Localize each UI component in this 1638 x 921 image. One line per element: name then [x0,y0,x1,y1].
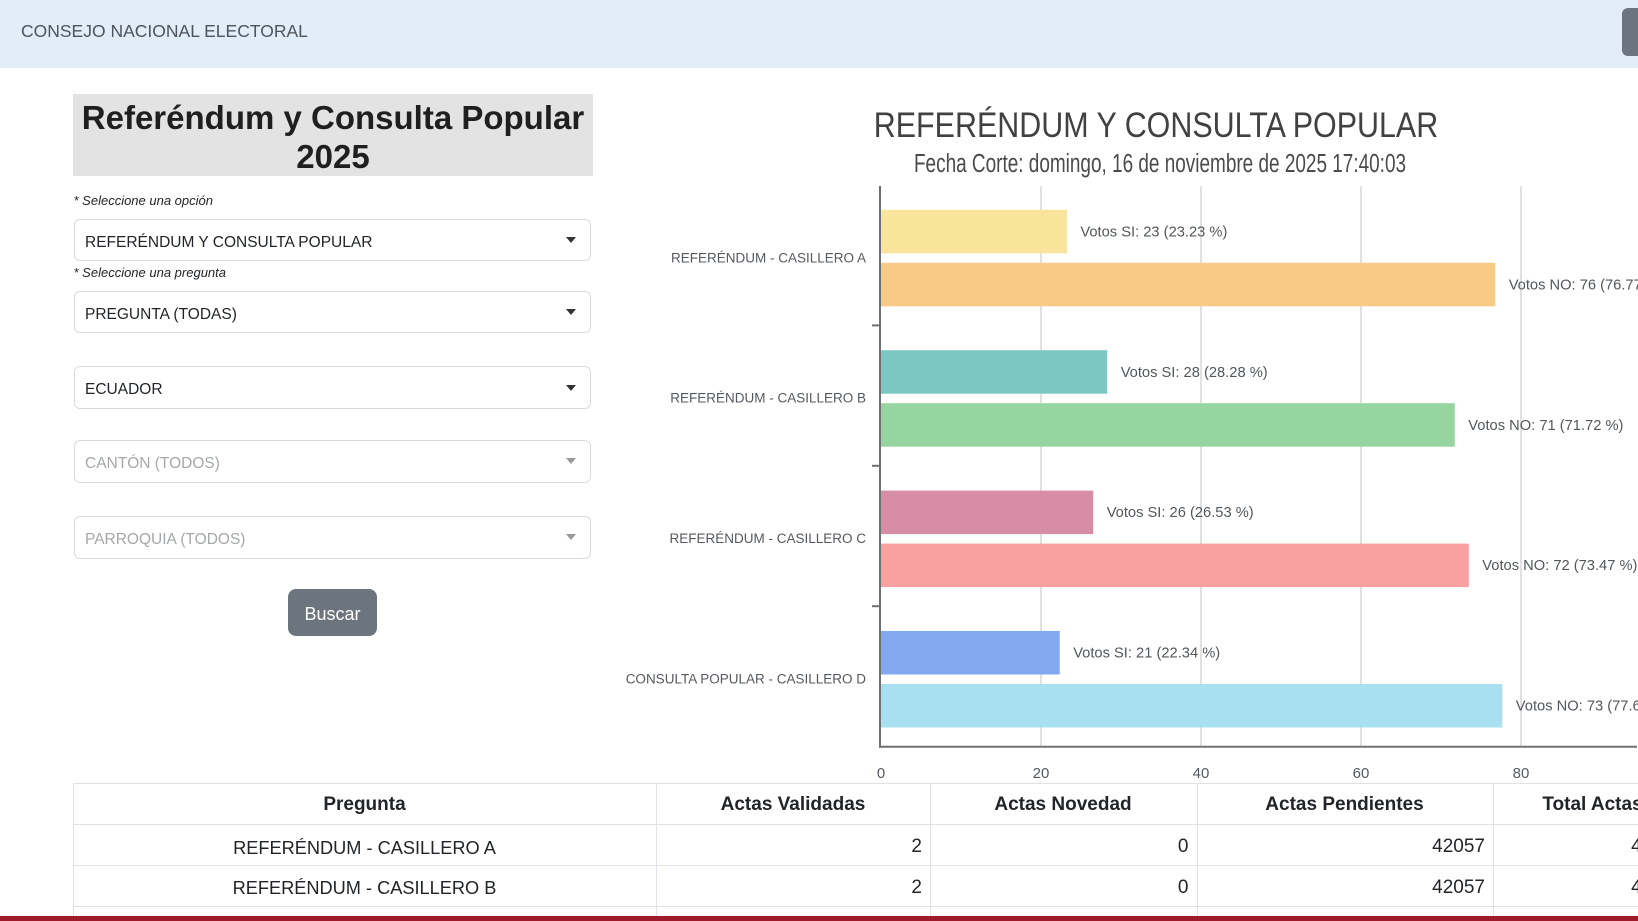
svg-text:Votos SI: 26 (26.53 %): Votos SI: 26 (26.53 %) [1107,505,1254,521]
svg-text:Votos NO: 76 (76.77 %): Votos NO: 76 (76.77 %) [1509,277,1638,293]
svg-text:CONSULTA POPULAR - CASILLERO D: CONSULTA POPULAR - CASILLERO D [626,672,867,687]
svg-text:Votos NO: 73 (77.66 %): Votos NO: 73 (77.66 %) [1516,699,1638,715]
svg-text:Votos SI: 21 (22.34 %): Votos SI: 21 (22.34 %) [1073,646,1220,662]
svg-text:40: 40 [1193,765,1210,782]
svg-text:REFERÉNDUM - CASILLERO B: REFERÉNDUM - CASILLERO B [670,391,866,406]
svg-text:REFERÉNDUM - CASILLERO C: REFERÉNDUM - CASILLERO C [669,531,866,546]
svg-text:REFERÉNDUM - CASILLERO A: REFERÉNDUM - CASILLERO A [671,250,866,265]
svg-text:Votos SI: 28 (28.28 %): Votos SI: 28 (28.28 %) [1121,365,1268,381]
svg-text:REFERÉNDUM Y CONSULTA POPULAR: REFERÉNDUM Y CONSULTA POPULAR [874,105,1438,144]
svg-text:Fecha Corte: domingo, 16 de no: Fecha Corte: domingo, 16 de noviembre de… [914,148,1406,178]
svg-text:0: 0 [877,765,885,782]
svg-text:20: 20 [1033,765,1050,782]
svg-text:Votos NO: 72 (73.47 %): Votos NO: 72 (73.47 %) [1482,558,1637,574]
svg-text:Votos NO: 71 (71.72 %): Votos NO: 71 (71.72 %) [1468,418,1623,434]
svg-text:Votos SI: 23 (23.23 %): Votos SI: 23 (23.23 %) [1080,224,1227,240]
svg-text:60: 60 [1353,765,1370,782]
svg-text:80: 80 [1513,765,1530,782]
